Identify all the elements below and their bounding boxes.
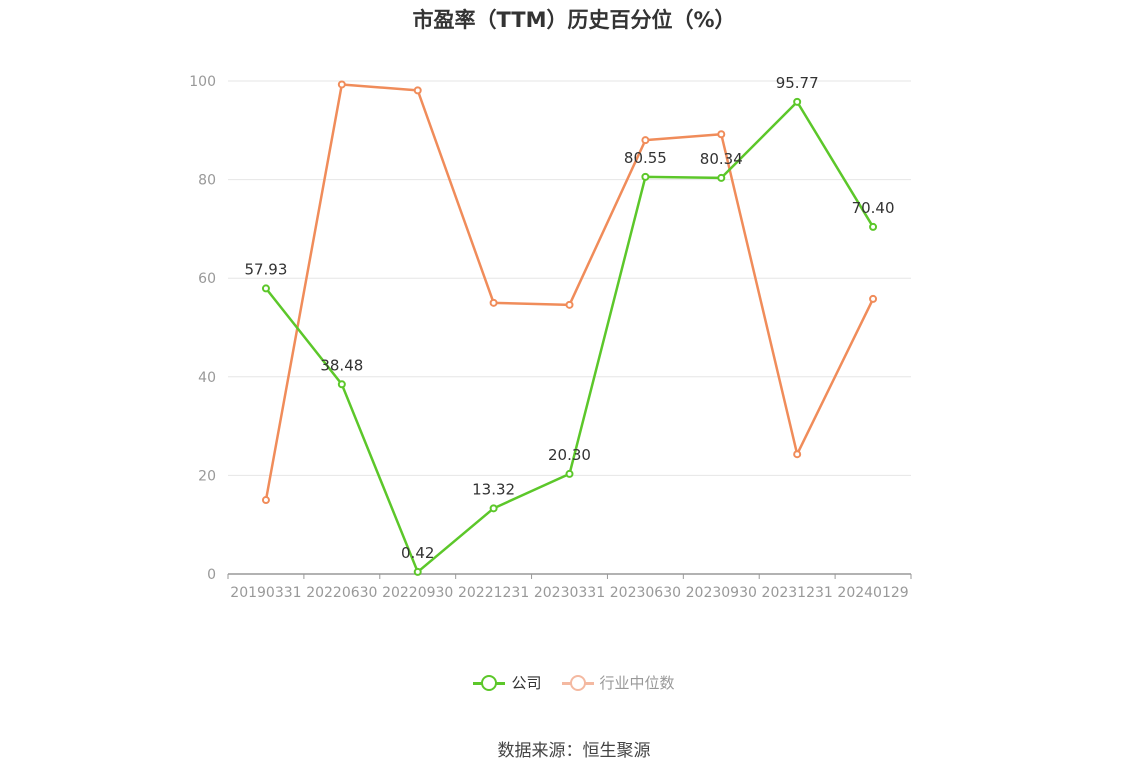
data-label: 80.55 [624,149,667,167]
x-tick-label: 20230331 [534,585,605,601]
data-point-industry[interactable] [489,298,498,307]
x-tick-label: 20231231 [762,585,833,601]
data-point-company[interactable] [413,567,422,576]
data-point-industry[interactable] [261,496,270,505]
data-point-industry[interactable] [641,136,650,145]
x-tick-label: 20221231 [458,585,529,601]
data-point-industry[interactable] [565,300,574,309]
data-point-company[interactable] [489,504,498,513]
data-label: 70.40 [852,199,895,217]
data-point-company[interactable] [337,380,346,389]
legend-company-label: 公司 [511,674,542,692]
y-tick-label: 60 [198,271,216,287]
legend: 公司 行业中位数 [0,672,1148,693]
legend-industry-label: 行业中位数 [599,674,675,692]
y-tick-label: 0 [207,567,216,583]
legend-item-industry[interactable]: 行业中位数 [561,672,675,693]
data-point-company[interactable] [869,222,878,231]
data-point-industry[interactable] [793,450,802,459]
data-label: 95.77 [776,74,819,92]
data-point-industry[interactable] [717,130,726,139]
data-point-industry[interactable] [337,80,346,89]
series-layer [261,80,878,576]
legend-item-company[interactable]: 公司 [473,672,542,693]
x-tick-label: 20220930 [382,585,453,601]
data-label: 0.42 [401,544,434,562]
chart-title: 市盈率（TTM）历史百分位（%） [412,8,736,32]
data-point-industry[interactable] [869,294,878,303]
series-line-industry [264,83,875,501]
grid-layer [228,80,911,476]
data-point-company[interactable] [793,97,802,106]
y-tick-label: 100 [189,74,216,90]
data-label: 20.30 [548,446,591,464]
data-point-company[interactable] [717,173,726,182]
data-point-company[interactable] [261,284,270,293]
data-label: 38.48 [320,356,363,374]
x-tick-label: 20230630 [610,585,681,601]
data-label: 13.32 [472,480,515,498]
y-tick-label: 40 [198,370,216,386]
data-label: 57.93 [244,260,287,278]
data-point-company[interactable] [641,172,650,181]
x-tick-label: 20220630 [306,585,377,601]
y-tick-label: 20 [198,468,216,484]
legend-industry-marker-icon [561,673,594,693]
data-point-industry[interactable] [413,86,422,95]
axis-layer: 0 20 40 60 80 100 20190331 20220630 20220930 2022… [189,74,912,601]
x-tick-label: 20190331 [230,585,301,601]
data-source-note: 数据来源：恒生聚源 [497,741,651,761]
data-label-layer: 57.93 38.48 0.42 13.32 20.30 80.55 80.34 95.77 7… [244,74,894,562]
x-tick-label: 20240129 [837,585,908,601]
series-line-company [264,100,875,574]
line-chart: 0 20 40 60 80 100 20190331 20220630 20220930 2022… [189,74,912,601]
data-label: 80.34 [700,150,743,168]
y-tick-label: 80 [198,173,216,189]
x-tick-label: 20230930 [686,585,757,601]
data-point-company[interactable] [565,469,574,478]
legend-company-marker-icon [473,673,506,693]
